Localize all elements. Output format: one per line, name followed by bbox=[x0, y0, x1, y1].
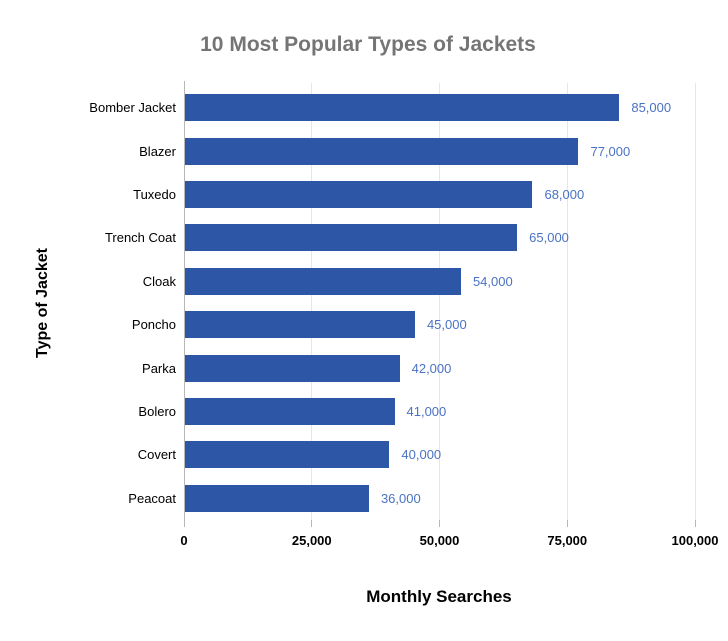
bar-value-label: 45,000 bbox=[426, 317, 467, 333]
category-label: Covert bbox=[137, 447, 176, 463]
category-label: Cloak bbox=[142, 273, 176, 289]
bar-value-label: 77,000 bbox=[590, 143, 631, 159]
bar bbox=[185, 94, 620, 122]
x-tick-mark bbox=[311, 520, 313, 527]
bar-row: 45,000 bbox=[185, 303, 728, 346]
bar bbox=[185, 441, 390, 469]
x-tick-label: 25,000 bbox=[291, 533, 332, 548]
category-label: Tuxedo bbox=[133, 186, 176, 202]
bar-row: 41,000 bbox=[185, 390, 728, 433]
bar bbox=[185, 311, 415, 339]
gridline bbox=[439, 83, 440, 520]
x-tick-mark bbox=[183, 520, 185, 527]
x-tick-mark bbox=[439, 520, 440, 527]
bar-row: 54,000 bbox=[185, 260, 728, 303]
bar-value-label: 40,000 bbox=[401, 447, 442, 463]
bar-row: 65,000 bbox=[185, 216, 728, 259]
plot-area: 85,000 77,000 68,000 65,000 54,000 45,000 42,0… bbox=[184, 83, 696, 520]
bar-row: 77,000 bbox=[185, 129, 728, 172]
bar-row: 42,000 bbox=[185, 346, 728, 389]
x-tick-label: 50,000 bbox=[419, 533, 460, 548]
bar-value-label: 36,000 bbox=[380, 490, 421, 506]
category-label: Peacoat bbox=[128, 490, 176, 506]
bar bbox=[185, 180, 533, 208]
bar-row: 36,000 bbox=[185, 477, 728, 520]
bar-row: 40,000 bbox=[185, 433, 728, 476]
category-label: Bomber Jacket bbox=[89, 100, 176, 116]
category-label: Bolero bbox=[138, 403, 176, 419]
bar bbox=[185, 354, 400, 382]
gridline bbox=[566, 83, 568, 520]
chart-title: 10 Most Popular Types of Jackets bbox=[200, 33, 536, 56]
x-tick-label: 0 bbox=[180, 533, 188, 548]
x-tick-label: 75,000 bbox=[547, 533, 588, 548]
bar bbox=[185, 397, 395, 425]
bar-value-label: 41,000 bbox=[406, 403, 447, 419]
category-label: Parka bbox=[142, 360, 176, 376]
gridline bbox=[311, 83, 313, 520]
bar-row: 85,000 bbox=[185, 86, 728, 129]
category-labels: Bomber Jacket Blazer Tuxedo Trench Coat Cloa… bbox=[0, 86, 176, 520]
category-label: Poncho bbox=[131, 317, 176, 333]
bar bbox=[185, 484, 369, 512]
x-axis: 0 25,000 50,000 75,000 100,000 bbox=[180, 520, 719, 562]
y-axis-line bbox=[184, 81, 185, 527]
bar bbox=[185, 267, 461, 295]
category-label: Trench Coat bbox=[104, 230, 176, 246]
bar bbox=[185, 224, 518, 252]
bar-value-label: 54,000 bbox=[472, 273, 513, 289]
gridline bbox=[694, 83, 696, 520]
x-tick-mark bbox=[566, 520, 568, 527]
bar-value-label: 85,000 bbox=[631, 100, 672, 116]
x-axis-title: Monthly Searches bbox=[366, 587, 512, 606]
category-label: Blazer bbox=[139, 143, 176, 159]
bar-value-label: 65,000 bbox=[529, 230, 569, 246]
bar-row: 68,000 bbox=[185, 173, 728, 216]
bar-value-label: 42,000 bbox=[411, 360, 452, 376]
x-tick-mark bbox=[694, 520, 696, 527]
x-tick-label: 100,000 bbox=[671, 533, 719, 548]
bar bbox=[185, 137, 579, 165]
bar-value-label: 68,000 bbox=[544, 186, 585, 202]
